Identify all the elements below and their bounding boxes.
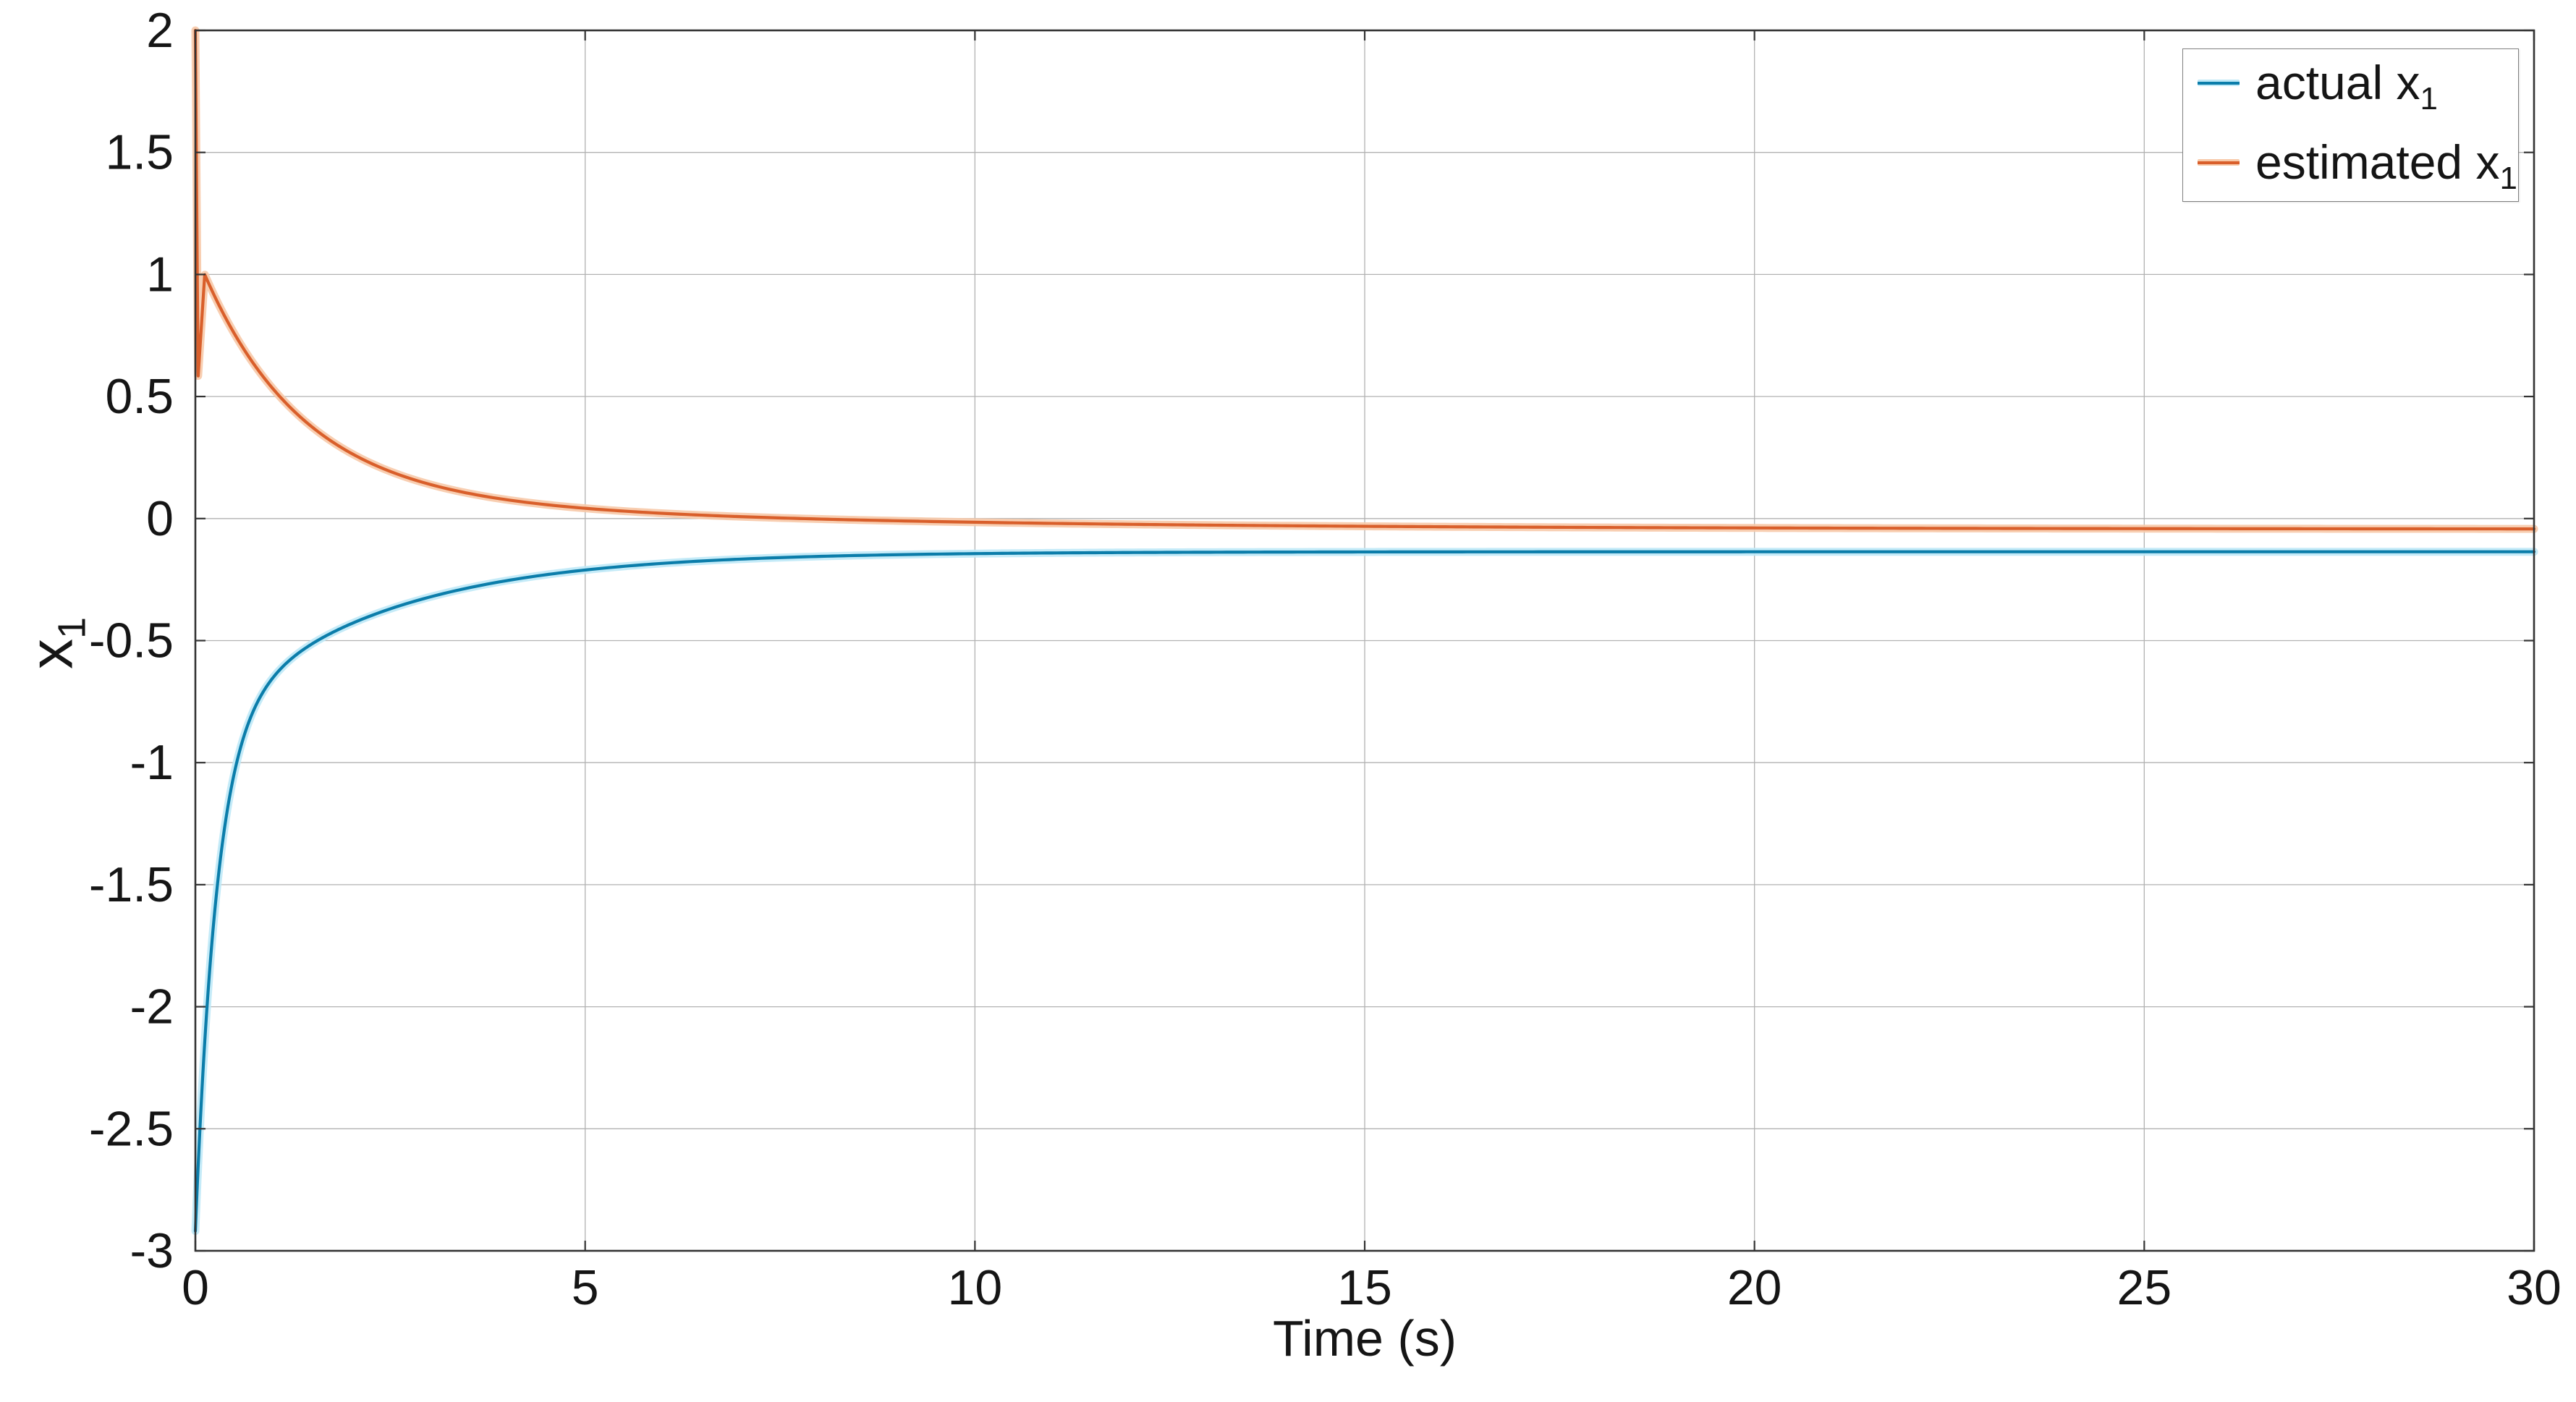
svg-text:-3: -3 xyxy=(130,1223,174,1278)
svg-text:2: 2 xyxy=(146,3,174,58)
svg-text:-1.5: -1.5 xyxy=(89,857,174,912)
svg-text:0.5: 0.5 xyxy=(105,369,174,424)
svg-text:1.5: 1.5 xyxy=(105,125,174,180)
svg-text:0: 0 xyxy=(182,1260,209,1315)
svg-text:20: 20 xyxy=(1727,1260,1782,1315)
svg-text:-0.5: -0.5 xyxy=(89,613,174,668)
svg-text:5: 5 xyxy=(572,1260,599,1315)
svg-text:25: 25 xyxy=(2117,1260,2172,1315)
svg-text:1: 1 xyxy=(146,247,174,302)
svg-text:-1: -1 xyxy=(130,735,174,790)
svg-text:0: 0 xyxy=(146,491,174,546)
svg-text:30: 30 xyxy=(2507,1260,2562,1315)
svg-text:-2: -2 xyxy=(130,980,174,1034)
svg-text:15: 15 xyxy=(1337,1260,1392,1315)
svg-text:10: 10 xyxy=(948,1260,1003,1315)
svg-text:-2.5: -2.5 xyxy=(89,1101,174,1156)
